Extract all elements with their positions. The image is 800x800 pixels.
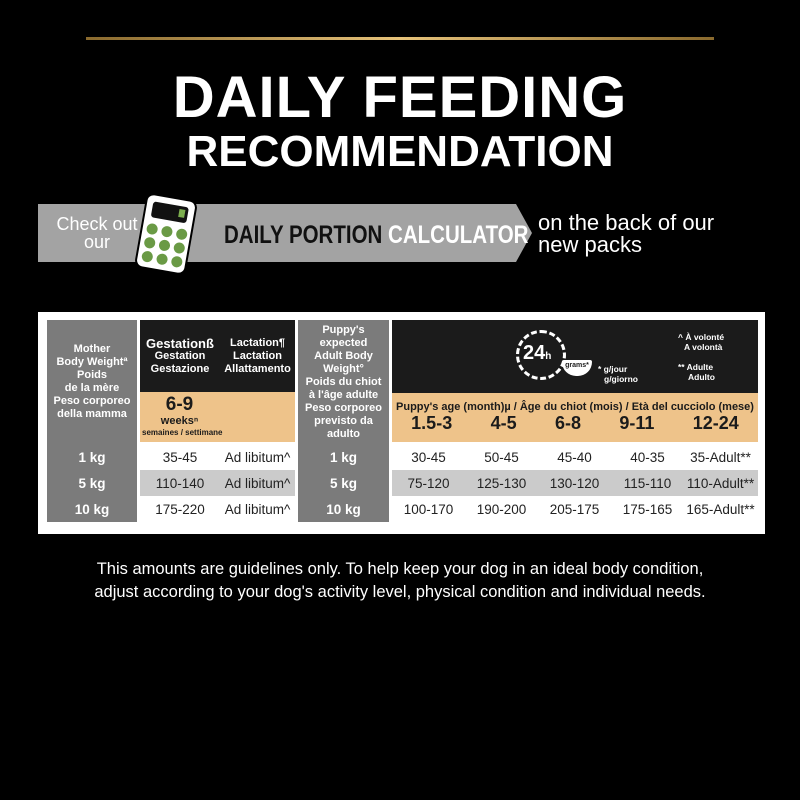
on-back-text: on the back of our new packs: [538, 210, 715, 257]
grams-note: * g/jour g/giorno: [598, 364, 638, 384]
lactation-cell: Ad libitum^: [220, 470, 295, 496]
age-band: Puppy's age (month)µ / Âge du chiot (moi…: [392, 393, 758, 442]
clock-label: 24h: [523, 342, 552, 364]
daily-portion-calculator-label: DAILY PORTION CALCULATOR: [224, 221, 528, 250]
mother-weight-header: Mother Body Weightª Poids de la mère Peso co…: [47, 320, 137, 444]
puppy-weight-cell: 1 kg: [329, 449, 357, 465]
mother-column-body: [47, 444, 137, 522]
calculator-text: CALCULATOR: [388, 221, 529, 249]
weeks-band: 6-9 weeksⁿ semaines / settimane: [140, 392, 295, 442]
check-out-text: Check out our: [56, 214, 138, 252]
portion-header: [392, 320, 758, 393]
banner-arrow: [516, 204, 532, 262]
lactation-cell: Ad libitum^: [224, 449, 291, 465]
ad-libitum-note: ^ À volonté A volontà: [678, 332, 725, 352]
portion-cell: 165-Adult**: [686, 501, 755, 517]
age-columns: 1.5-3 4-5 6-8 9-11 12-24: [392, 413, 758, 434]
portion-cell: 175-165: [622, 501, 673, 517]
calculator-banner: [38, 204, 516, 262]
grams-bowl: grams*: [562, 360, 592, 376]
portion-cell: 130-120: [549, 475, 600, 491]
portion-cell: 110-Adult**: [686, 475, 755, 491]
disclaimer: This amounts are guidelines only. To hel…: [94, 560, 706, 601]
age-column-header: 12-24: [692, 413, 739, 433]
clock-bowl-icon: [516, 330, 566, 380]
gold-divider: [86, 37, 714, 40]
age-column-header: 4-5: [490, 413, 517, 433]
puppy-weight-cell: 5 kg: [329, 475, 357, 491]
lactation-cell: Ad libitum^: [224, 501, 291, 517]
age-header: Puppy's age (month)µ / Âge du chiot (moi…: [396, 401, 754, 413]
page-title: DAILY FEEDING: [172, 65, 628, 130]
puppy-weight-cell: 10 kg: [326, 501, 361, 517]
adult-note: ** Adulte Adulto: [678, 362, 715, 382]
feeding-table: Mother Body Weightª Poids de la mère Peso co…: [38, 312, 765, 534]
lactation-header: Lactation¶ Lactation Allattamento: [220, 320, 295, 392]
portion-cell: 125-130: [476, 475, 527, 491]
mother-weight-cell: 10 kg: [74, 501, 110, 517]
gestation-cell: 35-45: [162, 449, 198, 465]
portion-cell: 45-40: [557, 449, 592, 465]
daily-portion-text: DAILY PORTION: [224, 221, 383, 249]
age-column-header: 9-11: [619, 413, 655, 433]
mother-weight-cell: 5 kg: [78, 475, 106, 491]
age-column-header: 1.5-3: [411, 413, 453, 433]
portion-cell: 100-170: [403, 501, 454, 517]
gestation-header: Gestationß Gestation Gestazione: [140, 320, 220, 392]
portion-cell: 115-110: [623, 475, 672, 491]
portion-cell: 40-35: [630, 449, 665, 465]
portion-cell: 30-45: [411, 449, 446, 465]
puppy-column-body: [298, 444, 389, 522]
puppy-weight-header: Puppy's expected Adult Body Weight° Poids …: [298, 320, 389, 444]
page-subtitle: RECOMMENDATION: [186, 127, 614, 176]
portion-cell: 35-Adult**: [690, 449, 751, 465]
gestation-cell: 175-220: [155, 501, 205, 517]
portion-cell: 190-200: [476, 501, 527, 517]
gestation-cell: 110-140: [140, 470, 220, 496]
age-column-header: 6-8: [554, 413, 581, 433]
mother-weight-cell: 1 kg: [78, 449, 106, 465]
row-band: [392, 470, 758, 496]
portion-cell: 75-120: [407, 475, 450, 491]
portion-cell: 50-45: [484, 449, 519, 465]
portion-cell: 205-175: [549, 501, 600, 517]
